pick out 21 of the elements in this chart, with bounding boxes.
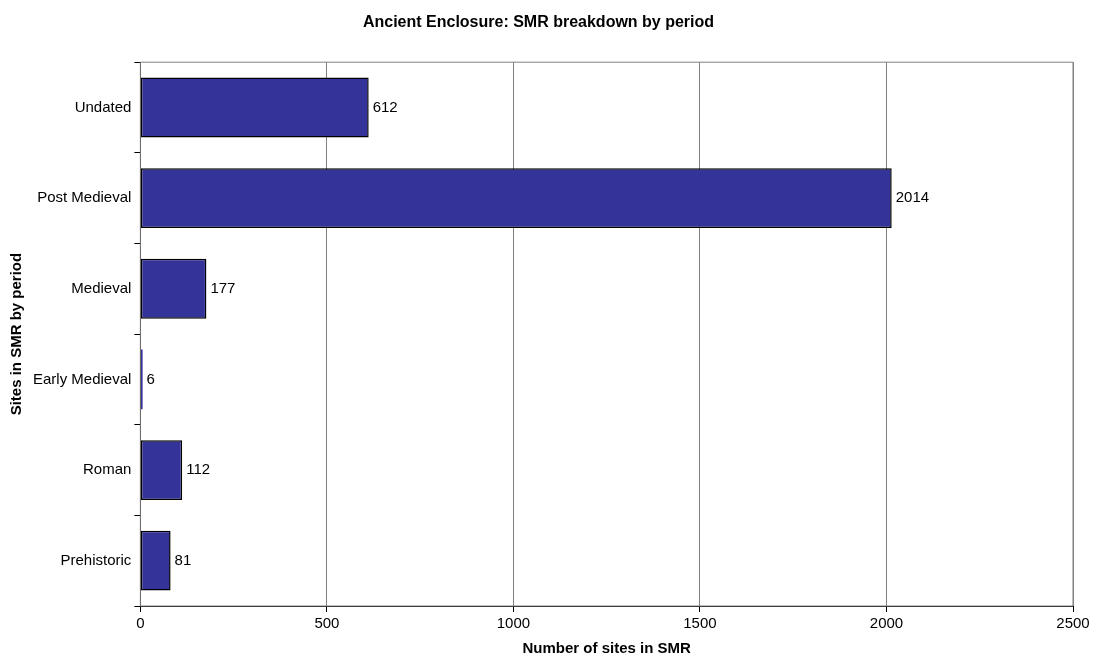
data-label: 177 [210,278,236,296]
x-tick-label: 500 [314,614,340,632]
x-tick-label: 0 [136,614,145,632]
x-tick-label: 1000 [496,614,531,632]
y-axis-title: Sites in SMR by period [7,252,25,416]
y-tick-label: Medieval [71,278,132,296]
data-label: 6 [146,369,155,387]
chart-title: Ancient Enclosure: SMR breakdown by period [362,13,715,31]
data-label: 112 [186,460,211,478]
data-label: 612 [372,97,398,115]
y-tick-label: Post Medieval [37,188,132,206]
x-axis-title: Number of sites in SMR [522,639,692,657]
y-tick-label: Roman [83,460,132,478]
data-label: 81 [174,550,192,568]
x-tick-label: 2500 [1056,614,1090,632]
y-tick-label: Prehistoric [60,550,132,568]
y-tick-label: Undated [74,97,132,115]
y-tick-label: Early Medieval [33,369,132,387]
data-label: 2014 [895,188,930,206]
x-tick-label: 1500 [683,614,717,632]
x-tick-label: 2000 [869,614,904,632]
